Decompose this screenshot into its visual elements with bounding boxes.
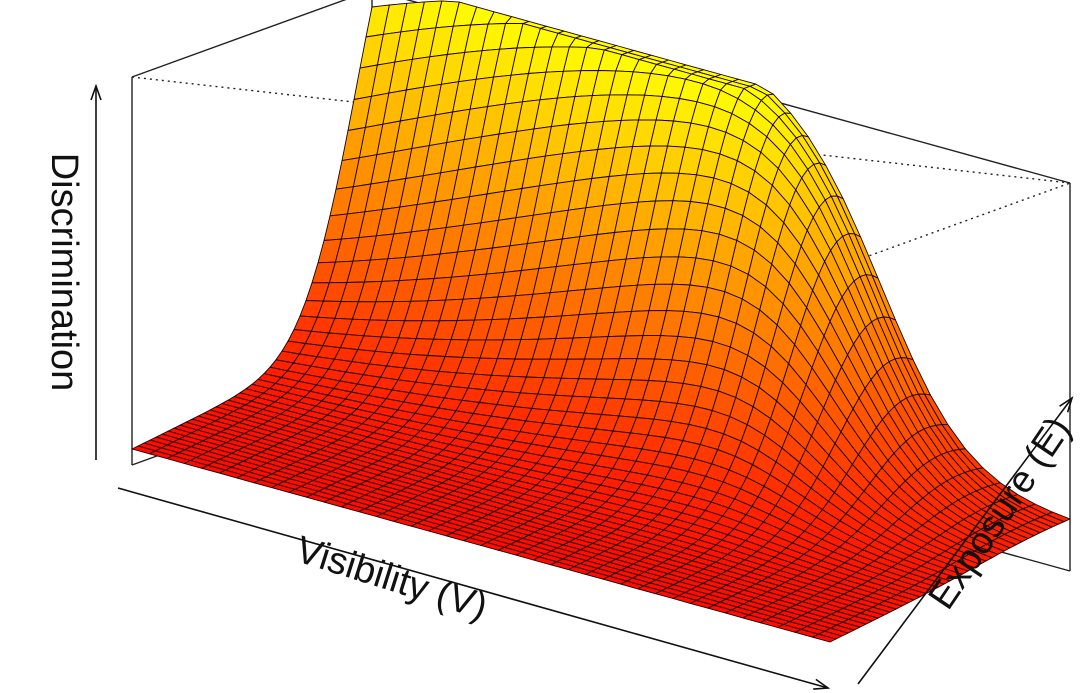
box-edge-hidden <box>829 182 1071 271</box>
box-edge-hidden <box>131 76 1071 184</box>
y-axis-arrow <box>857 397 1073 685</box>
x-axis-arrow-head <box>813 678 831 690</box>
axes <box>90 83 1074 690</box>
surface-facet <box>812 633 837 643</box>
box-edge <box>131 0 347 78</box>
z-axis-label: Discrimination <box>43 153 85 392</box>
x-axis-arrow <box>117 487 829 689</box>
y-axis-arrow-head <box>1059 396 1074 413</box>
surface-mesh <box>131 0 1071 643</box>
x-axis-label: Visibility (V) <box>291 529 492 629</box>
z-axis-arrow-head <box>90 83 102 101</box>
